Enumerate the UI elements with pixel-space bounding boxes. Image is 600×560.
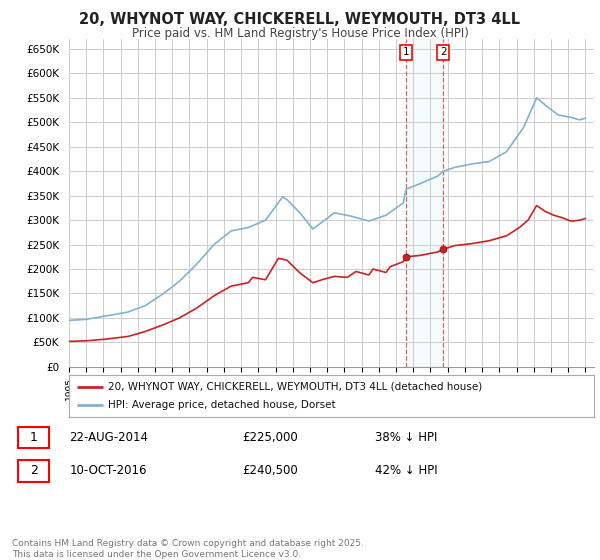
Text: 1: 1: [403, 48, 409, 57]
Text: £240,500: £240,500: [242, 464, 298, 478]
Text: Price paid vs. HM Land Registry's House Price Index (HPI): Price paid vs. HM Land Registry's House …: [131, 27, 469, 40]
Bar: [18, 460, 49, 482]
Text: 2: 2: [29, 464, 38, 478]
Bar: [406, 39, 443, 367]
Text: £225,000: £225,000: [242, 431, 298, 444]
Text: 2: 2: [440, 48, 446, 57]
Text: 20, WHYNOT WAY, CHICKERELL, WEYMOUTH, DT3 4LL: 20, WHYNOT WAY, CHICKERELL, WEYMOUTH, DT…: [79, 12, 521, 27]
Text: 20, WHYNOT WAY, CHICKERELL, WEYMOUTH, DT3 4LL (detached house): 20, WHYNOT WAY, CHICKERELL, WEYMOUTH, DT…: [109, 382, 482, 392]
Text: 38% ↓ HPI: 38% ↓ HPI: [375, 431, 437, 444]
Bar: [18, 427, 49, 448]
Text: 22-AUG-2014: 22-AUG-2014: [70, 431, 149, 444]
Text: Contains HM Land Registry data © Crown copyright and database right 2025.
This d: Contains HM Land Registry data © Crown c…: [12, 539, 364, 559]
Text: 10-OCT-2016: 10-OCT-2016: [70, 464, 147, 478]
Text: 42% ↓ HPI: 42% ↓ HPI: [375, 464, 437, 478]
Text: 1: 1: [29, 431, 38, 444]
Text: HPI: Average price, detached house, Dorset: HPI: Average price, detached house, Dors…: [109, 400, 336, 410]
